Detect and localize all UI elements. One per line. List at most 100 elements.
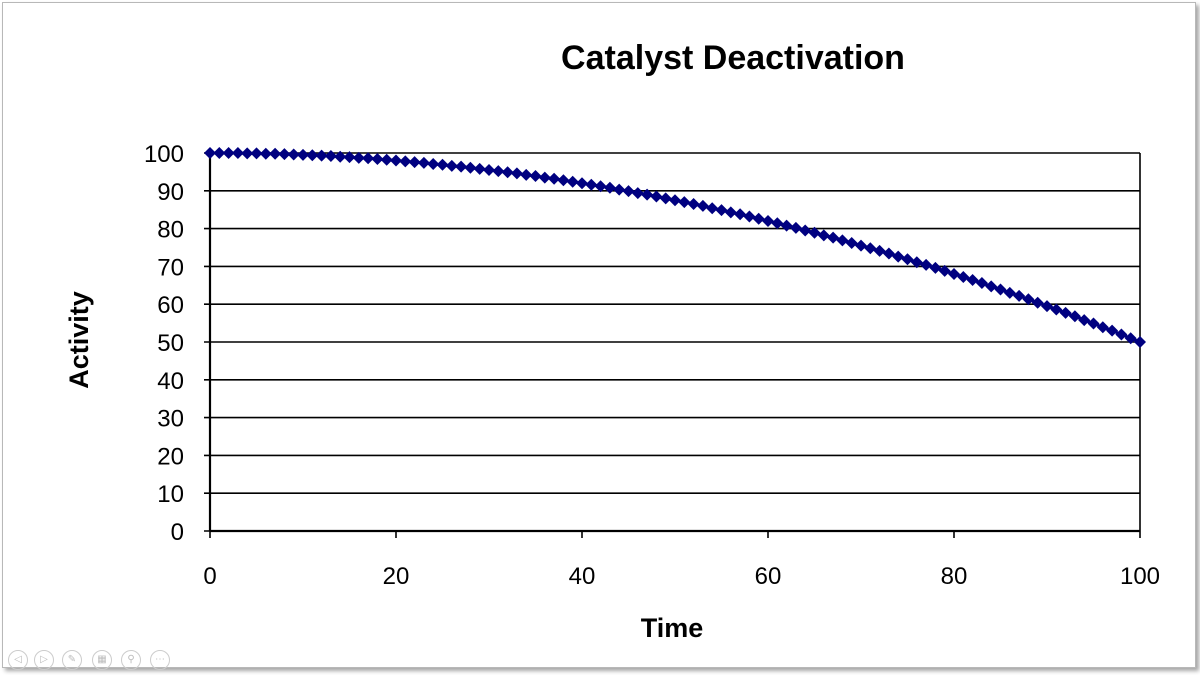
data-point-marker (1096, 321, 1109, 334)
data-point-marker (789, 221, 802, 234)
more-icon[interactable]: ⋯ (150, 650, 170, 670)
data-point-marker (724, 206, 737, 219)
previous-slide-button[interactable]: ◁ (8, 650, 28, 670)
y-tick-label: 30 (157, 406, 184, 433)
data-point-marker (1115, 328, 1128, 341)
data-point-marker (1022, 293, 1035, 306)
data-point-marker (380, 153, 393, 166)
data-point-marker (1013, 289, 1026, 302)
data-point-marker (566, 175, 579, 188)
data-point-marker (696, 199, 709, 212)
y-tick-label: 70 (157, 254, 184, 281)
data-point-marker (901, 253, 914, 266)
data-point-marker (743, 210, 756, 223)
pen-icon[interactable]: ✎ (62, 650, 82, 670)
data-point-marker (408, 156, 421, 169)
data-point-marker (510, 167, 523, 180)
data-point-marker (827, 231, 840, 244)
data-point-marker (213, 147, 226, 159)
data-point-marker (492, 165, 505, 178)
data-point-marker (799, 224, 812, 237)
data-point-marker (473, 162, 486, 175)
data-point-marker (966, 274, 979, 287)
data-point-marker (371, 153, 384, 166)
data-point-marker (1087, 317, 1100, 330)
data-point-marker (622, 185, 635, 198)
data-point-marker (938, 264, 951, 277)
data-point-marker (855, 239, 867, 252)
data-point-marker (269, 147, 282, 160)
data-point-marker (808, 226, 821, 239)
data-point-marker (520, 168, 533, 181)
data-point-marker (241, 147, 254, 160)
x-tick-label: 0 (203, 563, 216, 590)
y-tick-label: 20 (157, 443, 184, 470)
x-tick-label: 100 (1120, 563, 1160, 590)
y-tick-label: 40 (157, 368, 184, 395)
x-axis-label: Time (641, 613, 704, 643)
data-point-marker (650, 190, 663, 203)
y-tick-label: 100 (144, 141, 184, 168)
data-point-marker (464, 161, 477, 174)
data-point-marker (557, 174, 570, 187)
data-point-marker (529, 170, 542, 183)
data-point-marker (287, 148, 300, 161)
data-point-marker (399, 155, 412, 168)
data-point-marker (324, 150, 337, 163)
data-point-marker (390, 154, 402, 167)
data-point-marker (334, 150, 347, 163)
data-point-marker (678, 196, 691, 209)
data-point-marker (929, 261, 942, 274)
data-point-marker (873, 244, 886, 257)
zoom-icon[interactable]: ⚲ (121, 650, 141, 670)
data-point-marker (631, 187, 644, 200)
data-point-marker (538, 171, 551, 184)
data-point-marker (948, 267, 960, 280)
data-point-marker (352, 151, 365, 164)
slides-icon[interactable]: ▦ (92, 650, 112, 670)
data-point-marker (845, 236, 858, 249)
data-point-marker (641, 188, 654, 201)
data-point-marker (1106, 324, 1119, 337)
data-point-marker (892, 250, 905, 263)
x-tick-label: 80 (941, 563, 968, 590)
y-tick-label: 80 (157, 217, 184, 244)
data-point-marker (594, 180, 607, 193)
data-point-marker (985, 280, 998, 293)
data-point-marker (659, 192, 672, 205)
data-point-marker (585, 178, 598, 191)
data-point-marker (315, 149, 328, 162)
x-tick-label: 60 (755, 563, 782, 590)
data-point-marker (706, 202, 719, 215)
data-point-marker (910, 256, 923, 269)
data-point-marker (417, 156, 430, 169)
data-point-marker (362, 152, 375, 165)
y-tick-label: 50 (157, 330, 184, 357)
data-point-marker (548, 172, 561, 185)
data-point-marker (250, 147, 263, 160)
data-point-marker (780, 219, 793, 232)
x-tick-label: 40 (569, 563, 596, 590)
data-point-marker (762, 215, 774, 228)
data-point-marker (734, 208, 747, 221)
data-point-marker (222, 147, 235, 159)
data-point-marker (752, 212, 765, 225)
next-slide-button[interactable]: ▷ (34, 650, 54, 670)
data-point-marker (771, 217, 784, 230)
data-point-marker (445, 159, 458, 172)
data-point-marker (817, 229, 830, 242)
data-point-marker (957, 270, 970, 283)
data-point-marker (864, 242, 877, 255)
y-tick-label: 60 (157, 292, 184, 319)
y-axis-label: Activity (64, 291, 94, 389)
data-point-marker (882, 247, 895, 260)
y-tick-label: 0 (171, 519, 184, 546)
chart-title: Catalyst Deactivation (561, 39, 905, 77)
data-point-marker (343, 151, 356, 164)
data-point-marker (920, 258, 933, 271)
data-point-marker (603, 181, 616, 194)
data-point-marker (306, 149, 319, 162)
series-line (210, 151, 1141, 344)
data-point-marker (436, 158, 449, 171)
